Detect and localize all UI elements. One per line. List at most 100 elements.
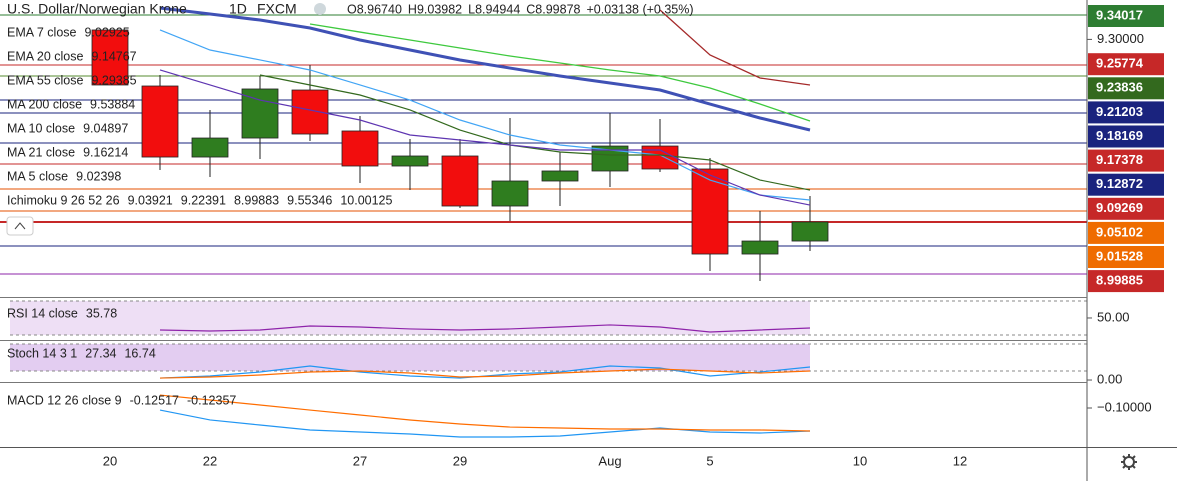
legend-value: 35.78 [86, 306, 117, 320]
price-tag-label: 9.34017 [1096, 7, 1143, 22]
interval: 1D [229, 1, 247, 17]
indicator-line [309, 23, 811, 122]
legend-name: EMA 20 close [7, 49, 83, 63]
indicator-line [159, 394, 811, 432]
indicator-line [159, 69, 811, 206]
price-tag [1088, 5, 1164, 27]
legend-name: Ichimoku 9 26 52 26 [7, 193, 120, 207]
ohlc-value: O8.96740 [347, 2, 402, 16]
ohlc-value: L8.94944 [468, 2, 520, 16]
price-tag [1088, 53, 1164, 76]
legend-value: 9.16214 [83, 145, 128, 159]
legend-value: 9.22391 [181, 193, 226, 207]
candle-body [441, 155, 479, 207]
x-tick-label: 5 [706, 453, 713, 468]
gear-teeth [1121, 454, 1137, 470]
legend-name: RSI 14 close [7, 306, 78, 320]
candle-body [791, 221, 829, 242]
x-tick-label: Aug [598, 453, 621, 468]
price-tag-label: 9.05102 [1096, 224, 1143, 239]
y-tick-label: 9.30000 [1097, 31, 1144, 46]
candle-body [741, 240, 779, 255]
legend-value: 9.04897 [83, 121, 128, 135]
overlay-layer [159, 6, 811, 438]
price-tag [1088, 77, 1164, 100]
legend-name: MA 10 close [7, 121, 75, 135]
price-tag-label: 9.23836 [1096, 80, 1143, 95]
legend-name: EMA 55 close [7, 73, 83, 87]
y-tick-label: −0.10000 [1097, 399, 1152, 414]
indicator-line [259, 74, 811, 191]
candle-body [391, 155, 429, 167]
candle-body [541, 170, 579, 182]
indicator-line [159, 29, 811, 201]
price-tag [1088, 149, 1164, 172]
legend-value: 9.29385 [91, 73, 136, 87]
price-tag-label: 8.99885 [1096, 273, 1143, 288]
collapse-icon [14, 222, 26, 230]
ohlc-value: H9.03982 [408, 2, 462, 16]
legend-value: 10.00125 [340, 193, 392, 207]
price-tag [1088, 221, 1164, 244]
legend-value: 9.55346 [287, 193, 332, 207]
settings-icon[interactable] [1121, 454, 1137, 470]
x-tick-label: 27 [353, 453, 367, 468]
price-tag-label: 9.25774 [1096, 56, 1144, 71]
legend-name: EMA 7 close [7, 25, 77, 39]
legend-name: MA 200 close [7, 97, 82, 111]
legend-value: -0.12517 [130, 393, 179, 407]
indicator-line [159, 409, 811, 438]
legend-value: 9.03921 [128, 193, 173, 207]
legend-value: 16.74 [124, 346, 155, 360]
indicator-line [159, 324, 811, 333]
x-tick-label: 12 [953, 453, 967, 468]
legend-value: -0.12357 [187, 393, 236, 407]
x-tick-label: 29 [453, 453, 467, 468]
price-tag [1088, 197, 1164, 220]
candle-body [141, 85, 179, 158]
price-tag-label: 9.12872 [1096, 176, 1143, 191]
y-tick-label: 0.00 [1097, 371, 1122, 386]
candle-body [191, 137, 229, 158]
ohlc-value: C8.99878 [526, 2, 580, 16]
legend-value: 9.14767 [91, 49, 136, 63]
price-tag-label: 9.18169 [1096, 128, 1143, 143]
band [10, 344, 810, 372]
candle-body [341, 130, 379, 167]
source: FXCM [257, 1, 297, 17]
candle-body [491, 180, 529, 207]
info-icon[interactable] [314, 3, 326, 15]
indicator-line [659, 9, 811, 86]
price-tag [1088, 173, 1164, 196]
y-tick-label: 50.00 [1097, 309, 1130, 324]
indicator-line [159, 6, 811, 132]
price-tag [1088, 270, 1164, 293]
legend-name: MA 21 close [7, 145, 75, 159]
collapse-button[interactable] [6, 216, 34, 236]
symbol-title: U.S. Dollar/Norwegian Krone [7, 1, 187, 17]
price-tag [1088, 246, 1164, 268]
price-tag [1088, 125, 1164, 148]
legend-name: MA 5 close [7, 169, 68, 183]
candle-body [691, 168, 729, 255]
price-tag-label: 9.01528 [1096, 248, 1143, 263]
x-tick-label: 10 [853, 453, 867, 468]
price-tag-label: 9.21203 [1096, 104, 1143, 119]
indicator-line [159, 368, 811, 379]
price-tag-label: 9.17378 [1096, 152, 1143, 167]
legend-name: MACD 12 26 close 9 [7, 393, 122, 407]
ohlc-row: O8.96740 H9.03982 L8.94944 C8.99878 +0.03138… [347, 2, 694, 16]
ohlc-value: +0.03138 (+0.35%) [587, 2, 694, 16]
legend-value: 9.53884 [90, 97, 135, 111]
price-tag-label: 9.09269 [1096, 200, 1143, 215]
legend-value: 9.02398 [76, 169, 121, 183]
candle-body [641, 145, 679, 170]
x-tick-label: 22 [203, 453, 217, 468]
x-tick-label: 20 [103, 453, 117, 468]
legend-value: 27.34 [85, 346, 116, 360]
legend-name: Stoch 14 3 1 [7, 346, 77, 360]
price-tag [1088, 101, 1164, 124]
candle-body [91, 29, 129, 86]
